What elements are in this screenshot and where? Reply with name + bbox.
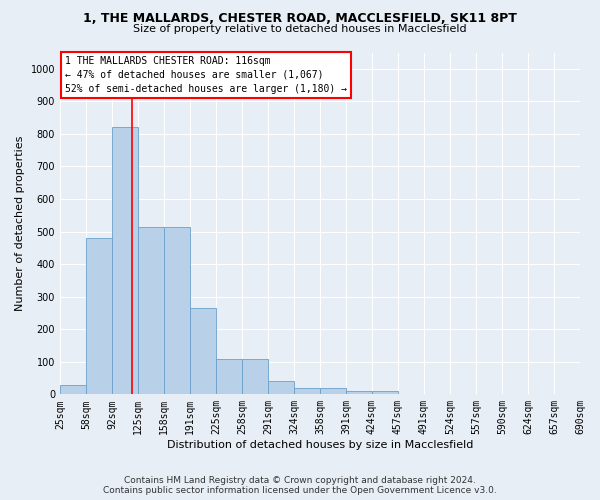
Bar (86, 238, 112, 394)
Bar (216, 358, 242, 394)
Bar (294, 388, 320, 394)
Text: 1 THE MALLARDS CHESTER ROAD: 116sqm
← 47% of detached houses are smaller (1,067): 1 THE MALLARDS CHESTER ROAD: 116sqm ← 47… (65, 56, 347, 94)
Bar (112, 128, 138, 394)
Y-axis label: Number of detached properties: Number of detached properties (15, 136, 25, 311)
Bar (268, 382, 294, 394)
Bar (164, 226, 190, 394)
Bar (346, 391, 372, 394)
Bar (138, 226, 164, 394)
Bar (320, 388, 346, 394)
Bar (60, 384, 86, 394)
Bar (242, 358, 268, 394)
Bar (190, 308, 216, 394)
Text: Size of property relative to detached houses in Macclesfield: Size of property relative to detached ho… (133, 24, 467, 34)
Text: Contains HM Land Registry data © Crown copyright and database right 2024.
Contai: Contains HM Land Registry data © Crown c… (103, 476, 497, 495)
Text: 1, THE MALLARDS, CHESTER ROAD, MACCLESFIELD, SK11 8PT: 1, THE MALLARDS, CHESTER ROAD, MACCLESFI… (83, 12, 517, 26)
Bar (372, 391, 398, 394)
X-axis label: Distribution of detached houses by size in Macclesfield: Distribution of detached houses by size … (167, 440, 473, 450)
